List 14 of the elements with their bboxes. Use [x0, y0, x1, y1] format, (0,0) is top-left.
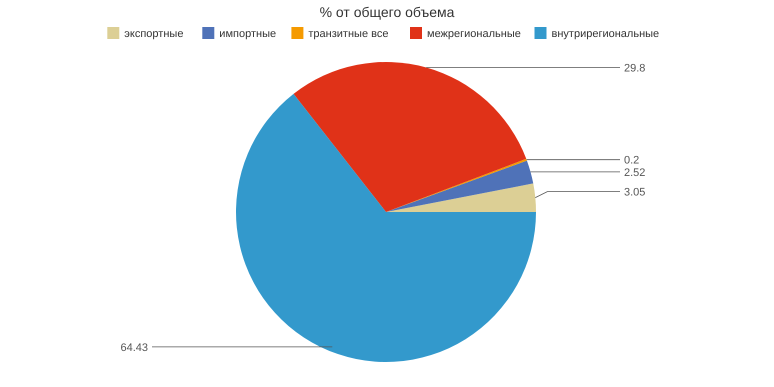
data-label: 3.05 [624, 186, 646, 199]
data-label: 64.43 [120, 342, 148, 354]
legend-label: межрегиональные [427, 28, 521, 40]
data-label: 29.8 [624, 62, 646, 75]
legend-label: транзитные все [308, 28, 388, 40]
pie-slice [236, 94, 536, 362]
pie-slice [294, 62, 526, 212]
legend-label: внутрирегиональные [552, 28, 660, 40]
chart-title: % от общего объема [320, 4, 455, 20]
legend-label: экспортные [124, 28, 184, 40]
pie-slice [386, 183, 536, 212]
legend-label: импортные [219, 28, 276, 40]
data-label: 2.52 [624, 166, 646, 179]
data-label: 0.2 [624, 154, 640, 167]
